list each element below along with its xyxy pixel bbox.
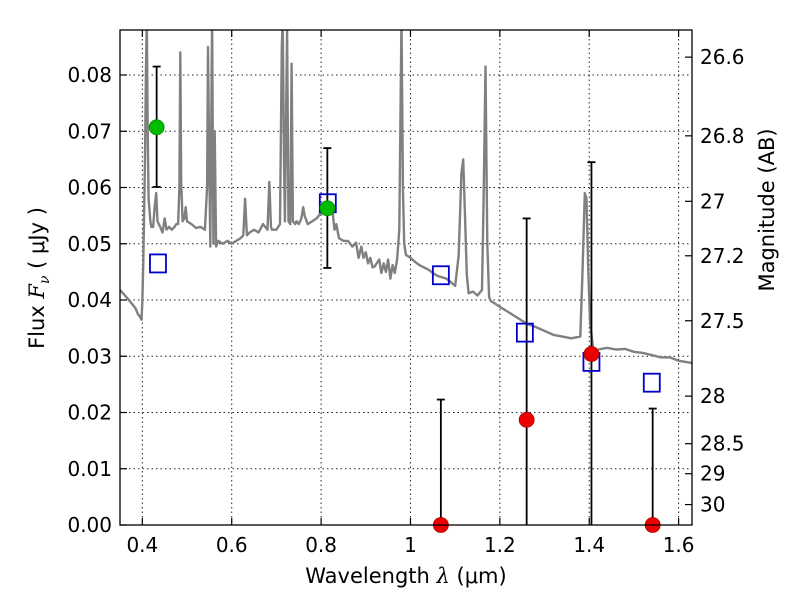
x-tick-label: 1.2 — [484, 533, 516, 557]
y-tick-label: 0.00 — [67, 513, 112, 537]
data-points — [148, 119, 661, 533]
mag-tick-label: 28.5 — [700, 432, 745, 456]
x-tick-label: 0.4 — [126, 533, 158, 557]
x-tick-label: 1 — [404, 533, 417, 557]
x-axis-label-text: Wavelength — [305, 564, 436, 588]
model-point-square — [149, 253, 167, 274]
mag-tick-label: 26.8 — [700, 124, 745, 148]
y-tick-label: 0.07 — [67, 119, 112, 143]
axis-ticks: 0.4 0.6 0.8 1 1.2 1.4 1.6 0.00 0.01 0.02 0.03 0.04 0… — [67, 30, 745, 557]
grid — [120, 30, 692, 526]
mag-tick-label: 29 — [700, 462, 725, 486]
y-axis-label-F: F — [25, 283, 49, 300]
y-tick-label: 0.01 — [67, 457, 112, 481]
y2-axis-label: Magnitude (AB) — [755, 128, 779, 291]
y-tick-label: 0.04 — [67, 288, 112, 312]
mag-tick-label: 30 — [700, 493, 725, 517]
observed-point-green — [148, 119, 165, 136]
y-tick-label: 0.06 — [67, 176, 112, 200]
model-point-square — [515, 322, 534, 343]
mag-tick-label: 27.5 — [700, 309, 745, 333]
spectrum-line — [120, 30, 692, 365]
y-axis-label-nu: ν — [37, 275, 53, 284]
y-tick-label: 0.03 — [67, 344, 112, 368]
y-tick-label: 0.02 — [67, 401, 112, 425]
x-tick-label: 0.6 — [216, 533, 248, 557]
y-tick-label: 0.08 — [67, 63, 112, 87]
y-axis-label: Flux Fν ( μJy ) — [25, 207, 53, 349]
y-axis-label-text: Flux — [25, 299, 49, 349]
x-axis-label-lambda: λ — [436, 564, 450, 588]
plot-frame — [119, 29, 693, 526]
model-point-square — [642, 372, 661, 393]
model-spectrum — [120, 30, 692, 365]
x-axis-label: Wavelength λ (μm) — [305, 564, 506, 588]
y-tick-label: 0.05 — [67, 232, 112, 256]
observed-point-green — [319, 200, 336, 217]
observed-point-red — [518, 411, 535, 428]
mag-tick-label: 27.2 — [700, 244, 745, 268]
x-tick-label: 0.8 — [305, 533, 337, 557]
y-axis-label-unit: ( μJy ) — [25, 207, 49, 275]
observed-point-red — [583, 346, 600, 362]
mag-tick-label: 27 — [700, 189, 725, 213]
model-point-square — [431, 265, 450, 286]
x-tick-label: 1.4 — [573, 533, 605, 557]
mag-tick-label: 26.6 — [700, 45, 745, 69]
x-axis-label-unit: (μm) — [450, 564, 507, 588]
mag-tick-label: 28 — [700, 384, 725, 408]
x-tick-label: 1.6 — [663, 533, 695, 557]
